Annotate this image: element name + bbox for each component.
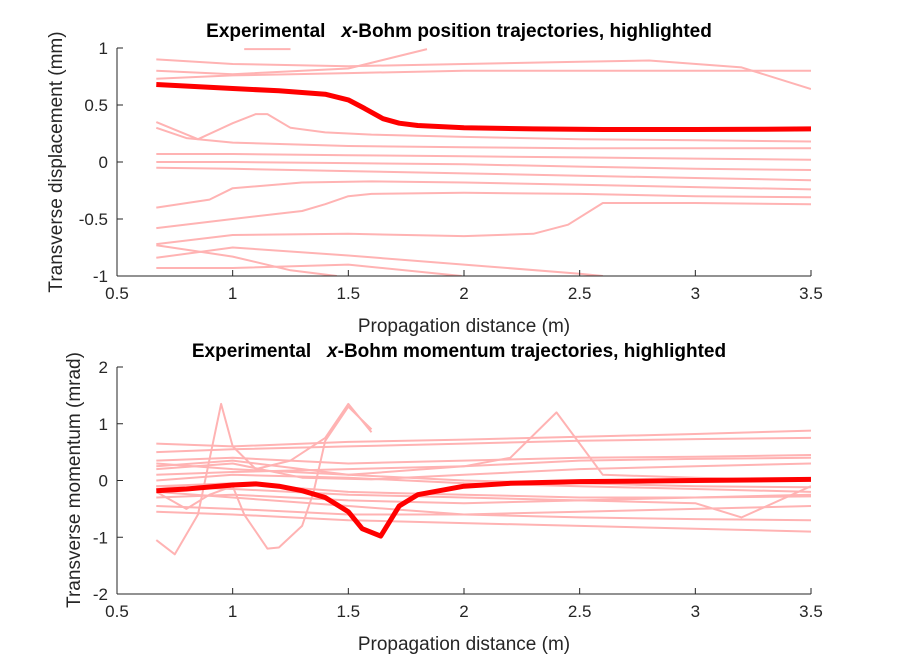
trajectory-t13 <box>156 246 603 276</box>
trajectory-t2 <box>156 48 428 76</box>
y-tick-label: -1 <box>93 528 108 547</box>
y-tick-label: 1 <box>99 415 108 434</box>
x-tick-label: 2 <box>459 602 468 621</box>
momentum-chart-title: Experimental x-Bohm momentum trajectorie… <box>192 341 726 362</box>
trajectory-m6 <box>156 454 811 465</box>
trajectory-m5 <box>156 436 811 454</box>
trajectory-m13 <box>156 510 811 533</box>
x-tick-label: 3 <box>691 602 700 621</box>
momentum-chart: Experimental x-Bohm momentum trajectorie… <box>64 341 823 655</box>
trajectory-m12 <box>156 505 811 516</box>
trajectory-t8 <box>156 161 811 171</box>
highlighted-trajectory <box>156 476 811 539</box>
x-tick-label: 3.5 <box>799 284 823 303</box>
position-y-label: Transverse displacement (mm) <box>46 31 67 292</box>
trajectory-t7 <box>156 153 811 161</box>
trajectory-t5 <box>155 113 811 143</box>
momentum-axes: 0.5 1 1.5 2 2.5 3 3.5 -2 -1 0 1 2 <box>93 358 823 621</box>
trajectory-m2 <box>155 405 373 550</box>
position-chart: Experimental x-Bohm position trajectorie… <box>46 21 823 337</box>
position-axes: 0.5 1 1.5 2 2.5 3 3.5 -1 -0.5 0 0.5 1 <box>79 39 823 303</box>
trajectory-t1 <box>156 58 811 90</box>
highlighted-trajectory <box>156 82 811 132</box>
y-tick-label: -0.5 <box>79 210 108 229</box>
y-tick-label: 0 <box>99 472 108 491</box>
momentum-x-label: Propagation distance (m) <box>358 634 570 655</box>
y-tick-label: -1 <box>93 267 108 286</box>
trajectory-m4 <box>156 429 811 448</box>
trajectory-t6 <box>155 126 811 150</box>
trajectory-t4 <box>156 69 811 80</box>
trajectory-m16 <box>156 462 811 489</box>
x-tick-label: 1.5 <box>337 602 361 621</box>
trajectory-t14 <box>156 263 462 276</box>
momentum-y-label: Transverse momentum (mrad) <box>64 352 85 608</box>
y-tick-label: -2 <box>93 585 108 604</box>
x-tick-label: 0.5 <box>105 284 129 303</box>
trajectory-t15 <box>156 244 337 276</box>
trajectory-m15 <box>156 485 811 519</box>
y-tick-label: 0.5 <box>84 96 108 115</box>
y-tick-label: 0 <box>99 153 108 172</box>
x-tick-label: 3 <box>691 284 700 303</box>
trajectory-t12 <box>156 202 811 246</box>
x-tick-label: 2 <box>459 284 468 303</box>
y-tick-label: 1 <box>99 39 108 58</box>
x-tick-label: 1.5 <box>337 284 361 303</box>
x-tick-label: 0.5 <box>105 602 129 621</box>
trajectory-m8 <box>156 462 811 481</box>
trajectory-t11 <box>156 191 811 230</box>
x-tick-label: 2.5 <box>568 284 592 303</box>
position-x-label: Propagation distance (m) <box>358 316 570 337</box>
trajectory-m9 <box>156 473 811 493</box>
x-tick-label: 1 <box>228 602 237 621</box>
trajectory-t10 <box>156 180 811 209</box>
trajectory-m11 <box>156 493 811 505</box>
trajectory-m7 <box>156 456 811 476</box>
x-tick-label: 1 <box>228 284 237 303</box>
x-tick-label: 2.5 <box>568 602 592 621</box>
trajectory-t9 <box>156 166 811 182</box>
y-tick-label: 2 <box>99 358 108 377</box>
x-tick-label: 3.5 <box>799 602 823 621</box>
momentum-traces <box>155 402 811 556</box>
position-chart-title: Experimental x-Bohm position trajectorie… <box>206 21 712 42</box>
position-traces <box>155 48 811 276</box>
trajectory-m14 <box>156 490 811 522</box>
